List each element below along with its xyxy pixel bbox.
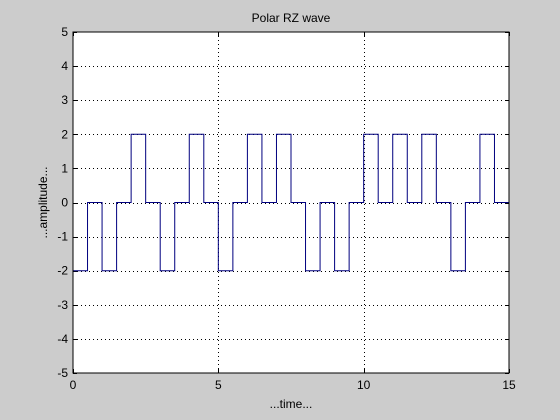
x-tick-label: 15: [502, 378, 516, 392]
signal-line: [73, 133, 509, 272]
y-tick-label: -4: [57, 332, 68, 346]
y-tick-label: 1: [61, 161, 68, 175]
y-tick-labels: -5 -4 -3 -2 -1 0 1 2 3 4 5: [57, 25, 68, 380]
y-tick-label: -1: [57, 230, 68, 244]
y-tick-label: 2: [61, 127, 68, 141]
x-tick-label: 5: [215, 378, 222, 392]
axes-frame: [72, 31, 510, 374]
x-tick-labels: 0 5 10 15: [70, 378, 516, 392]
chart-title: Polar RZ wave: [252, 11, 331, 25]
x-tick-label: 10: [357, 378, 371, 392]
y-axis-label: ...amplitude...: [36, 166, 50, 238]
y-tick-label: 3: [61, 93, 68, 107]
y-tick-label: 0: [61, 196, 68, 210]
y-tick-label: 4: [61, 59, 68, 73]
y-tick-label: 5: [61, 25, 68, 39]
y-tick-label: -3: [57, 298, 68, 312]
y-tick-label: -2: [57, 264, 68, 278]
x-tick-label: 0: [70, 378, 77, 392]
y-tick-label: -5: [57, 366, 68, 380]
x-axis-label: ...time...: [270, 397, 313, 411]
